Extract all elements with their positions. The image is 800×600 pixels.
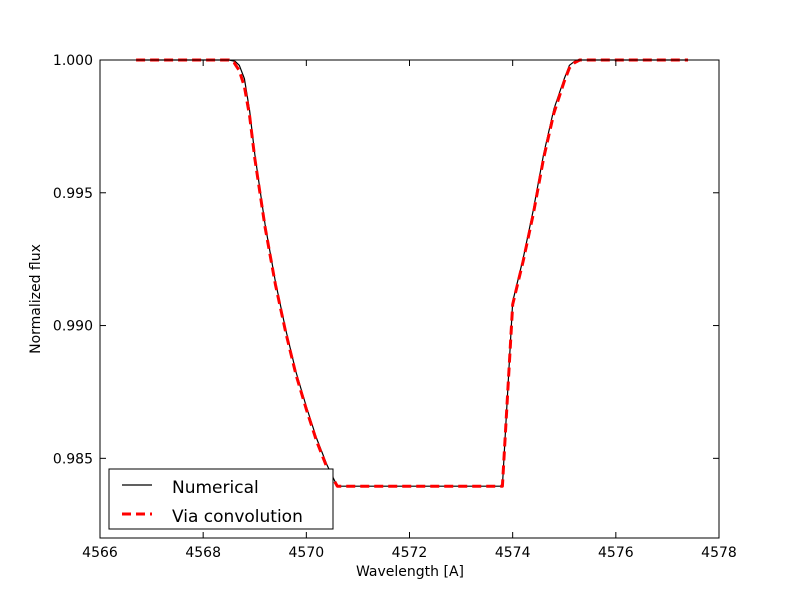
y-tick-label: 0.995 — [53, 186, 93, 202]
x-tick-label: 4568 — [185, 545, 221, 561]
y-tick-label: 0.985 — [53, 451, 93, 467]
series-line-via-convolution — [136, 58, 688, 488]
ticks-layer: 4566 4568 4570 4572 4574 4576 4578 0.985 0.990 0.… — [53, 53, 737, 561]
legend-label-via-convolution: Via convolution — [172, 507, 303, 527]
series-layer — [136, 58, 688, 488]
y-tick-label: 1.000 — [53, 53, 93, 69]
x-axis-label: Wavelength [A] — [356, 564, 464, 580]
x-tick-label: 4566 — [82, 545, 118, 561]
legend: Numerical Via convolution — [108, 468, 334, 530]
x-tick-label: 4574 — [495, 545, 531, 561]
plot-area — [100, 60, 719, 538]
x-tick-label: 4576 — [598, 545, 634, 561]
x-tick-label: 4578 — [701, 545, 737, 561]
x-tick-label: 4572 — [392, 545, 428, 561]
y-tick-label: 0.990 — [53, 319, 93, 335]
x-tick-label: 4570 — [289, 545, 325, 561]
y-axis-label: Normalized flux — [28, 244, 44, 354]
legend-label-numerical: Numerical — [172, 478, 259, 498]
legend-box — [108, 468, 334, 530]
